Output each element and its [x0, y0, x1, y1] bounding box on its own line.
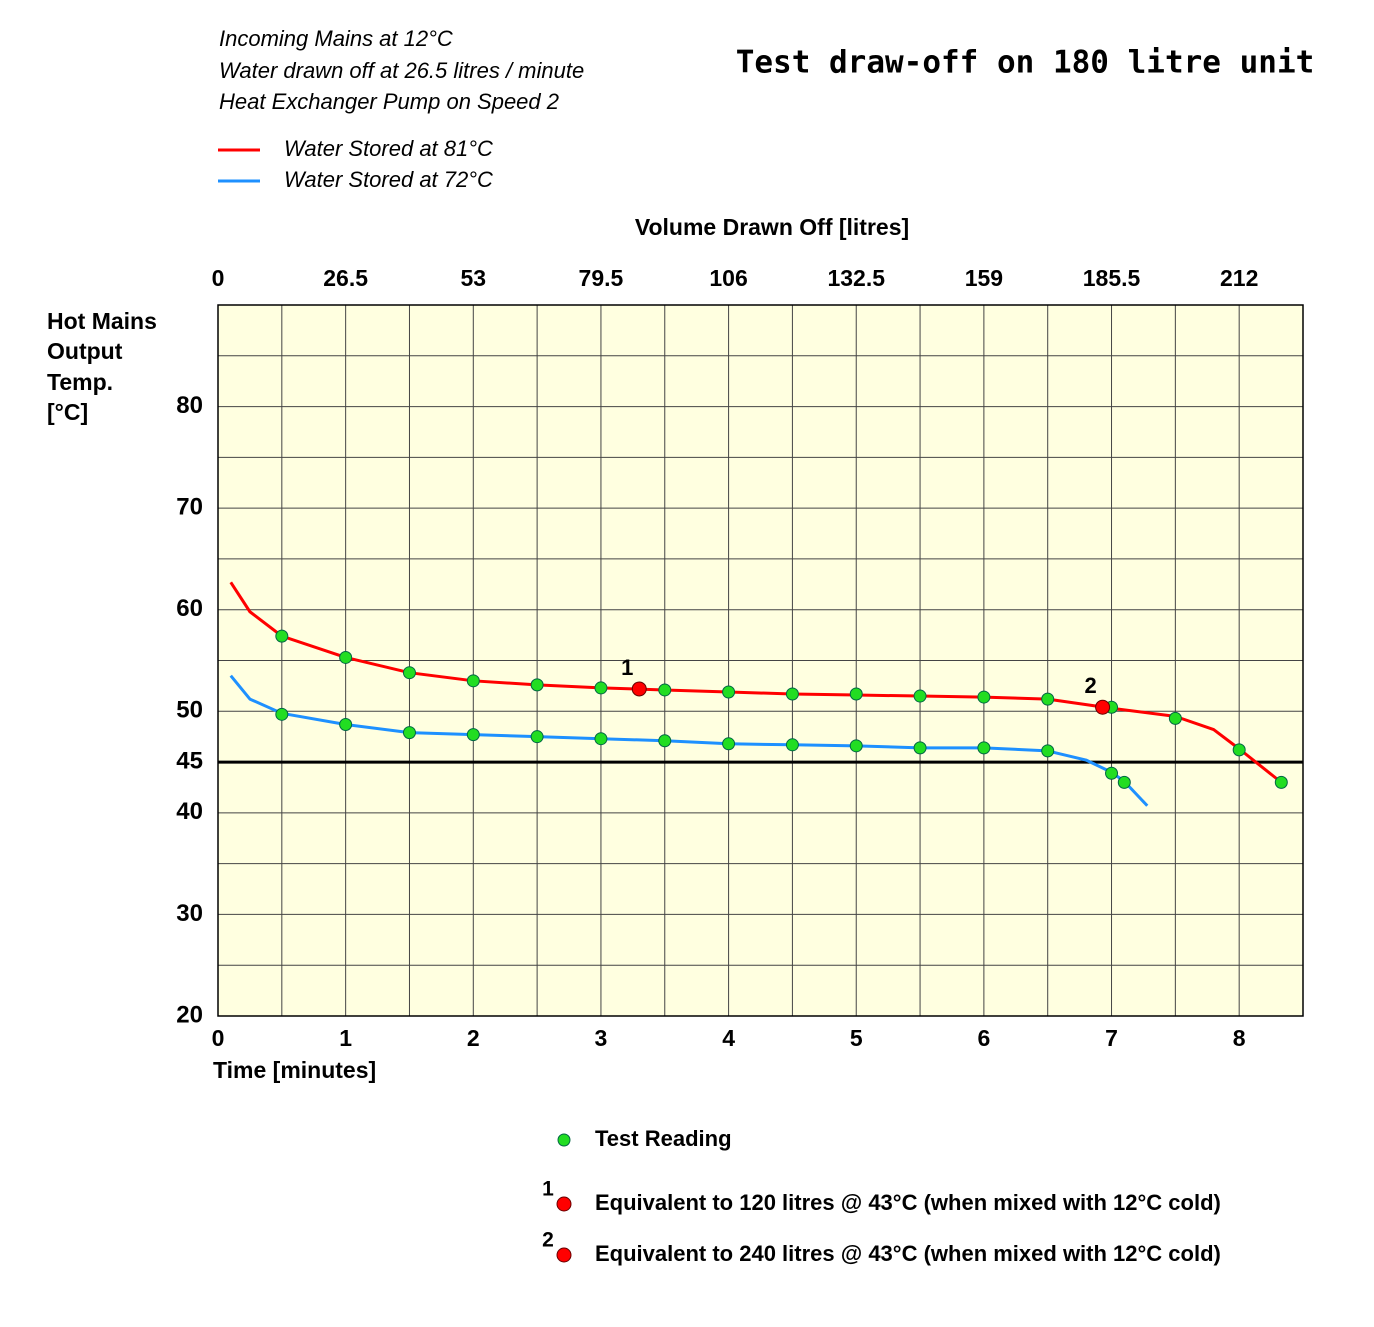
test-reading	[849, 739, 863, 753]
legend-marker-number: 1	[542, 1178, 554, 1201]
marker-point	[1095, 699, 1111, 715]
y-tick-label: 70	[176, 493, 203, 520]
test-reading	[530, 678, 544, 692]
y-tick-label: 80	[176, 392, 203, 419]
x-axis-label: Time [minutes]	[213, 1057, 376, 1083]
y-tick-label: 60	[176, 595, 203, 622]
x-tick-label: 5	[850, 1025, 863, 1051]
test-reading	[339, 650, 353, 664]
y-axis-label: Temp.	[47, 369, 113, 395]
note: Water drawn off at 26.5 litres / minute	[219, 58, 584, 83]
x2-tick-label: 79.5	[579, 265, 624, 291]
note: Heat Exchanger Pump on Speed 2	[219, 89, 559, 114]
legend-label: Water Stored at 81°C	[284, 136, 493, 161]
test-reading	[977, 741, 991, 755]
test-reading	[913, 741, 927, 755]
x-tick-label: 6	[977, 1025, 990, 1051]
x2-axis-label: Volume Drawn Off [litres]	[635, 214, 909, 240]
x-tick-label: 0	[212, 1025, 225, 1051]
y-axis-label: Hot Mains	[47, 308, 157, 334]
test-reading	[913, 689, 927, 703]
test-reading	[722, 737, 736, 751]
test-reading	[658, 683, 672, 697]
x-tick-label: 1	[339, 1025, 352, 1051]
legend-marker	[556, 1247, 572, 1263]
x-tick-label: 4	[722, 1025, 735, 1051]
y-axis-label: Output	[47, 338, 123, 364]
test-reading	[1274, 775, 1288, 789]
test-reading	[402, 666, 416, 680]
test-reading	[402, 726, 416, 740]
threshold-label: 45	[176, 747, 203, 774]
test-reading	[1232, 743, 1246, 757]
x2-tick-label: 212	[1220, 265, 1258, 291]
test-reading	[466, 728, 480, 742]
test-reading	[1041, 692, 1055, 706]
x2-tick-label: 132.5	[827, 265, 885, 291]
legend-marker-text: Equivalent to 120 litres @ 43°C (when mi…	[595, 1190, 1221, 1215]
x-tick-label: 8	[1233, 1025, 1246, 1051]
test-reading	[275, 629, 289, 643]
x-tick-label: 3	[595, 1025, 608, 1051]
test-reading	[1041, 744, 1055, 758]
note: Incoming Mains at 12°C	[219, 26, 453, 51]
test-reading	[466, 674, 480, 688]
chart-title: Test draw-off on 180 litre unit	[736, 45, 1315, 81]
legend-reading	[557, 1133, 571, 1147]
test-reading	[1168, 711, 1182, 725]
legend-reading-text: Test Reading	[595, 1126, 732, 1151]
test-reading	[594, 681, 608, 695]
test-reading	[849, 687, 863, 701]
x2-tick-label: 185.5	[1083, 265, 1141, 291]
x-tick-label: 2	[467, 1025, 480, 1051]
test-reading	[785, 738, 799, 752]
y-tick-label: 50	[176, 697, 203, 724]
series-line	[229, 581, 1283, 784]
y-axis-label: [°C]	[47, 399, 88, 425]
test-reading	[1117, 775, 1131, 789]
x2-tick-label: 159	[965, 265, 1003, 291]
test-reading	[722, 685, 736, 699]
x2-tick-label: 26.5	[323, 265, 368, 291]
x2-tick-label: 53	[460, 265, 486, 291]
y-tick-label: 40	[176, 798, 203, 825]
legend-marker-text: Equivalent to 240 litres @ 43°C (when mi…	[595, 1241, 1221, 1266]
legend-marker-number: 2	[542, 1229, 554, 1252]
legend-marker	[556, 1196, 572, 1212]
legend-label: Water Stored at 72°C	[284, 167, 493, 192]
test-reading	[275, 707, 289, 721]
test-reading	[1105, 766, 1119, 780]
test-reading	[594, 732, 608, 746]
marker-label: 2	[1084, 673, 1096, 698]
test-reading	[339, 717, 353, 731]
test-reading	[530, 730, 544, 744]
test-reading	[658, 734, 672, 748]
y-tick-label: 30	[176, 900, 203, 927]
x-tick-label: 7	[1105, 1025, 1118, 1051]
y-tick-label: 20	[176, 1001, 203, 1028]
test-reading	[977, 690, 991, 704]
plot-border	[217, 304, 1304, 1017]
marker-point	[631, 681, 647, 697]
test-reading	[785, 687, 799, 701]
marker-label: 1	[621, 655, 633, 680]
x2-tick-label: 106	[709, 265, 747, 291]
x2-tick-label: 0	[212, 265, 225, 291]
